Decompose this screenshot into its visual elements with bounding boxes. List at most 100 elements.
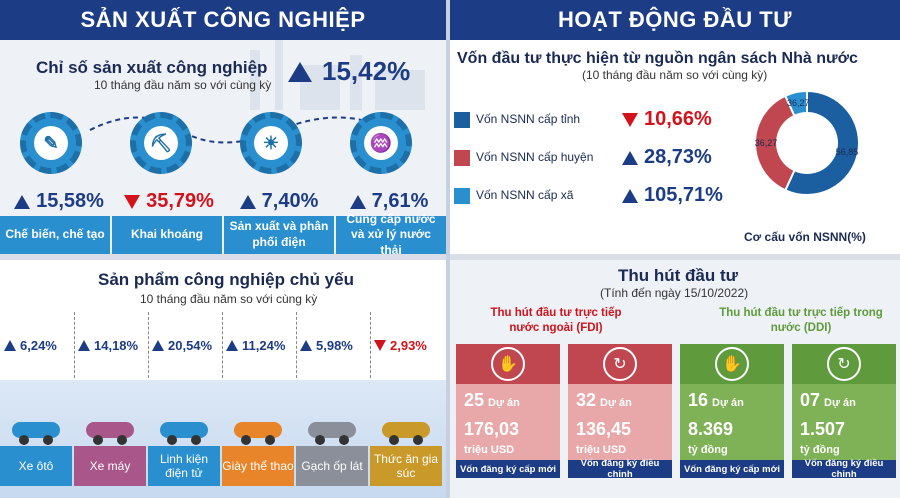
up-arrow-icon — [622, 188, 638, 203]
donut-slice-label: 36,27 — [787, 98, 810, 108]
product-separator — [370, 312, 371, 378]
handshake-icon: ✋ — [715, 347, 749, 381]
capital-amount-unit: triệu USD — [464, 444, 515, 456]
product-separator — [296, 312, 297, 378]
investment-card-footer: Vốn đăng ký điều chỉnh — [568, 458, 672, 480]
products-title: Sản phẩm công nghiệp chủ yếu — [98, 270, 354, 289]
budget-row-pct: 10,66% — [622, 108, 712, 131]
right-section-header: HOẠT ĐỘNG ĐẦU TƯ — [450, 0, 900, 40]
project-count-unit: Dự án — [824, 397, 856, 409]
investment-card-footer: Vốn đăng ký cấp mới — [456, 460, 560, 478]
lightbulb-gear: ☀ — [240, 112, 302, 174]
product-separator — [74, 312, 75, 378]
shoe-icon — [230, 412, 286, 446]
product-label: Thức ăn gia súc — [370, 446, 442, 486]
project-count-unit: Dự án — [488, 397, 520, 409]
capital-amount-unit: tỷ đồng — [800, 444, 840, 456]
budget-row-label: Vốn NSNN cấp tỉnh — [476, 112, 581, 126]
wrench-gear: ✎ — [20, 112, 82, 174]
investment-card-header: ✋ — [680, 344, 784, 384]
category-pct-value: 7,61% — [371, 190, 429, 212]
legend-swatch — [454, 150, 470, 166]
category-pct-value: 35,79% — [146, 190, 214, 212]
budget-row-pct-value: 10,66% — [644, 108, 712, 130]
budget-row-pct-value: 105,71% — [644, 184, 723, 206]
budget-row-pct: 105,71% — [622, 184, 723, 207]
gear-connector — [89, 116, 391, 144]
category-label: Cung cấp nước và xử lý nước thải — [336, 212, 446, 257]
car-icon — [8, 412, 64, 446]
capital-amount-row: 1.507 tỷ đồng — [800, 419, 888, 456]
category-label: Sản xuất và phân phối điện — [224, 216, 334, 254]
up-arrow-icon — [14, 194, 31, 209]
up-arrow-icon — [622, 150, 638, 165]
product-separator — [148, 312, 149, 378]
project-count-row: 16 Dự án — [688, 390, 776, 411]
investment-card-body: 25 Dự án 176,03 triệu USD — [456, 384, 560, 460]
donut-slice — [754, 94, 796, 192]
iip-title: Chỉ số sản xuất công nghiệp — [36, 58, 268, 77]
product-pct: 2,93% — [374, 338, 427, 353]
category-pct: 7,61% — [334, 190, 444, 213]
product-pct-value: 14,18% — [94, 338, 139, 353]
investment-card-footer: Vốn đăng ký điều chỉnh — [792, 458, 896, 480]
budget-row-pct: 28,73% — [622, 146, 712, 169]
chip-icon — [156, 412, 212, 446]
capital-amount-row: 8.369 tỷ đồng — [688, 419, 776, 456]
handshake-icon: ✋ — [491, 347, 525, 381]
ddi-label: Thu hút đầu tư trực tiếp trong nước (DDI… — [719, 307, 883, 334]
vertical-divider — [446, 0, 450, 498]
investment-card-body: 07 Dự án 1.507 tỷ đồng — [792, 384, 896, 460]
product-pct-value: 6,24% — [20, 338, 57, 353]
iip-subtitle: 10 tháng đầu năm so với cùng kỳ — [94, 78, 272, 92]
project-count-unit: Dự án — [712, 397, 744, 409]
tile-icon — [304, 412, 360, 446]
project-count-row: 07 Dự án — [800, 390, 888, 411]
investment-card-header: ↻ — [792, 344, 896, 384]
capital-amount-unit: triệu USD — [576, 444, 627, 456]
project-count: 16 — [688, 390, 709, 410]
category-label: Khai khoáng — [112, 216, 222, 254]
budget-row-label: Vốn NSNN cấp huyện — [476, 150, 594, 164]
attract-title: Thu hút đầu tư — [618, 266, 738, 285]
product-label: Xe ôtô — [0, 446, 72, 486]
mining-icon: ⛏ — [144, 126, 178, 160]
lightbulb-icon: ☀ — [254, 126, 288, 160]
product-pct-value: 11,24% — [242, 338, 286, 353]
donut-slice — [783, 89, 860, 196]
up-arrow-icon — [152, 340, 164, 351]
up-arrow-icon — [239, 194, 256, 209]
investment-card-header: ✋ — [456, 344, 560, 384]
donut-slice-label: 56,85 — [836, 147, 859, 157]
up-arrow-icon — [300, 340, 312, 351]
product-pct: 20,54% — [152, 338, 212, 353]
product-pct: 14,18% — [78, 338, 138, 353]
product-pct-value: 5,98% — [316, 338, 353, 353]
fdi-label: Thu hút đầu tư trực tiếp nước ngoài (FDI… — [490, 307, 622, 334]
products-subtitle: 10 tháng đầu năm so với cùng kỳ — [140, 292, 318, 306]
investment-card-body: 16 Dự án 8.369 tỷ đồng — [680, 384, 784, 460]
product-pct-value: 2,93% — [390, 338, 427, 353]
donut-caption: Cơ cấu vốn NSNN(%) — [744, 230, 866, 244]
category-pct-value: 7,40% — [261, 190, 319, 212]
left-horizontal-divider — [0, 254, 446, 260]
down-arrow-icon — [374, 340, 386, 351]
category-pct: 7,40% — [224, 190, 334, 213]
category-pct-value: 15,58% — [36, 190, 104, 212]
budget-donut-chart: 56,85 36,27 36,27 — [754, 89, 860, 196]
refresh-icon: ↻ — [603, 347, 637, 381]
investment-card-header: ↻ — [568, 344, 672, 384]
donut-slice-label: 36,27 — [755, 138, 778, 148]
product-pct: 5,98% — [300, 338, 353, 353]
project-count: 32 — [576, 390, 597, 410]
product-label: Linh kiện điện tử — [148, 446, 220, 486]
up-arrow-icon — [226, 340, 238, 351]
product-label: Gạch ốp lát — [296, 446, 368, 486]
iip-value: 15,42% — [322, 56, 411, 86]
up-arrow-icon — [4, 340, 16, 351]
down-arrow-icon — [124, 194, 141, 209]
left-section-header: SẢN XUẤT CÔNG NGHIỆP — [0, 0, 446, 40]
iip-up-icon — [288, 62, 312, 87]
motorbike-icon — [82, 412, 138, 446]
refresh-icon: ↻ — [827, 347, 861, 381]
